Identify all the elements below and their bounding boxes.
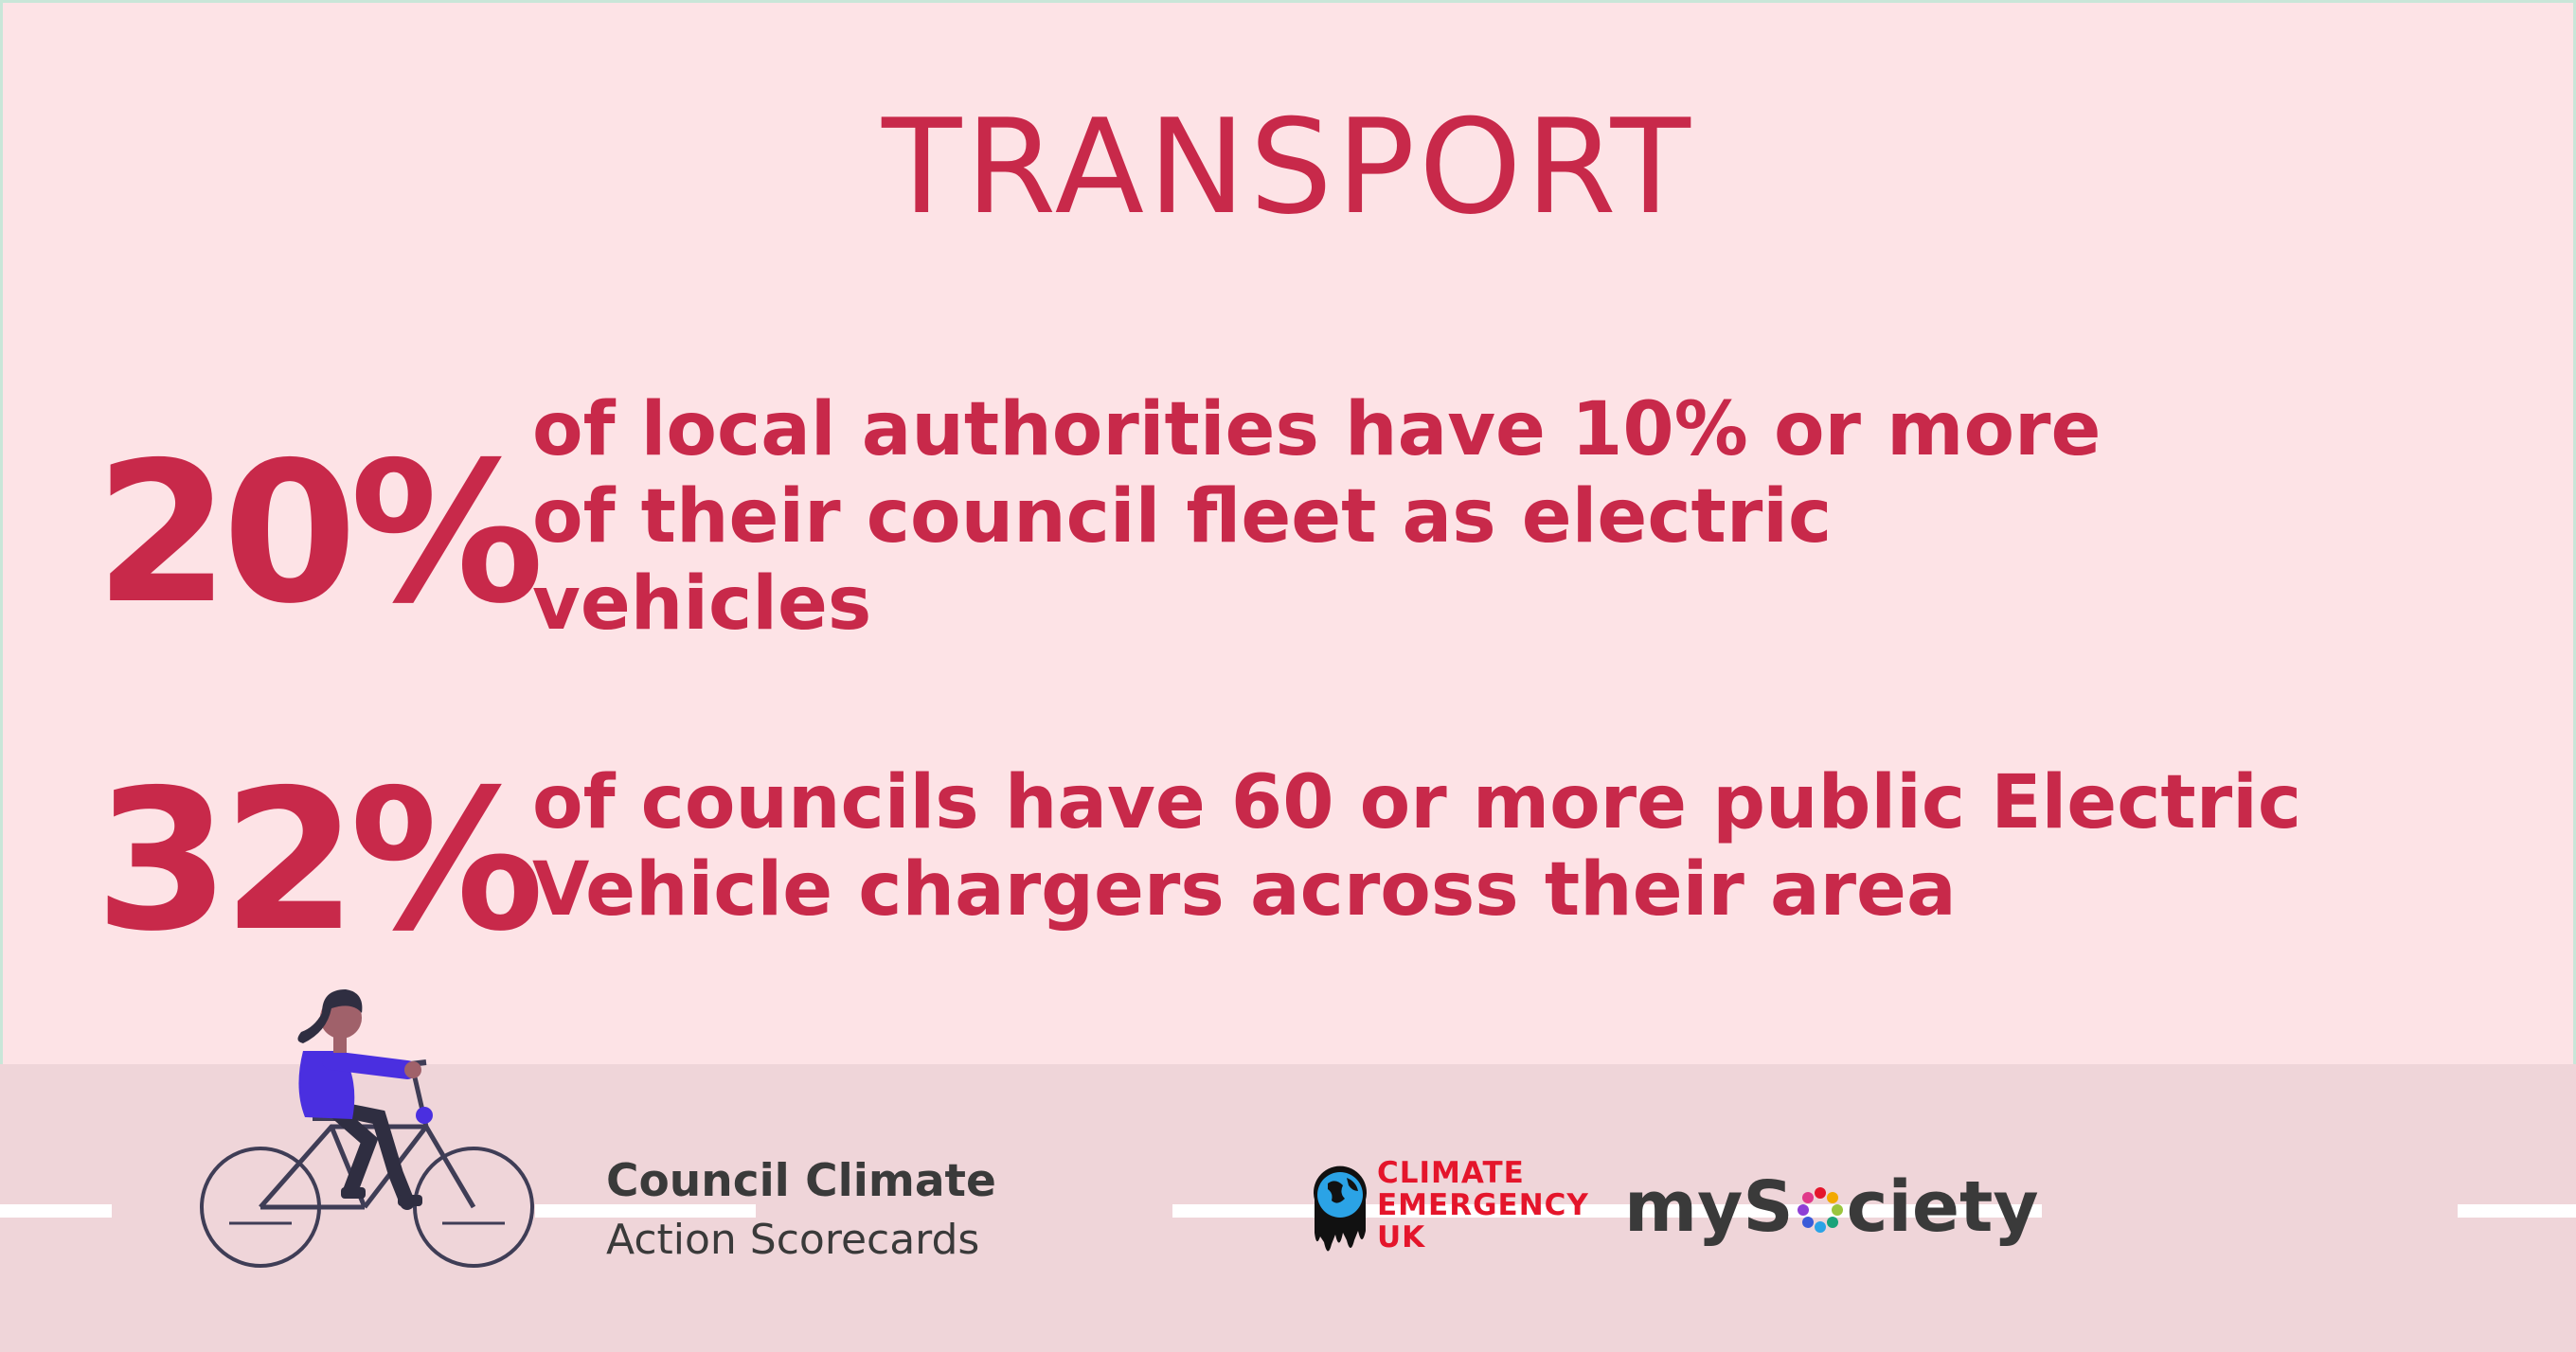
- scorecards-logo: Council Climate Action Scorecards: [606, 1153, 996, 1271]
- brand-name-line: Action Scorecards: [606, 1216, 980, 1264]
- mysociety-logo: myS ciety: [1624, 1165, 2039, 1250]
- stat-description-line: Vehicle chargers across their area: [532, 847, 1957, 933]
- stat-description-line: of local authorities have 10% or more: [532, 387, 2102, 472]
- dotted-ring-icon: [1797, 1187, 1843, 1233]
- stat-description: of councils have 60 or more public Elect…: [532, 759, 2521, 934]
- mysociety-wordmark-end: ciety: [1846, 1166, 2039, 1248]
- road-lane-marking: [0, 1204, 112, 1218]
- ceuk-wordmark-line: UK: [1377, 1220, 1426, 1254]
- brand-name-line: Council Climate: [606, 1155, 996, 1207]
- ceuk-wordmark: CLIMATE EMERGENCY UK: [1377, 1157, 1589, 1254]
- ceuk-wordmark-line: CLIMATE: [1377, 1156, 1525, 1190]
- page-title: TRANSPORT: [882, 91, 1694, 243]
- road-lane-marking: [2458, 1204, 2576, 1218]
- climate-emergency-uk-logo: CLIMATE EMERGENCY UK: [1307, 1157, 1591, 1261]
- mysociety-wordmark-start: myS: [1624, 1166, 1794, 1248]
- stat-value: 20%: [95, 421, 545, 647]
- road-lane-marking: [535, 1204, 756, 1218]
- stat-description-line: vehicles: [532, 561, 872, 647]
- stat-value: 32%: [95, 749, 545, 974]
- globe-icon: [1314, 1165, 1367, 1252]
- stat-description-line: of their council fleet as electric: [532, 474, 1833, 560]
- stat-description-line: of councils have 60 or more public Elect…: [532, 760, 2302, 845]
- road-lane-marking: [1172, 1204, 2042, 1218]
- cyclist-illustration: [200, 989, 534, 1268]
- stat-description: of local authorities have 10% or more of…: [532, 386, 2284, 648]
- ceuk-wordmark-line: EMERGENCY: [1377, 1188, 1589, 1222]
